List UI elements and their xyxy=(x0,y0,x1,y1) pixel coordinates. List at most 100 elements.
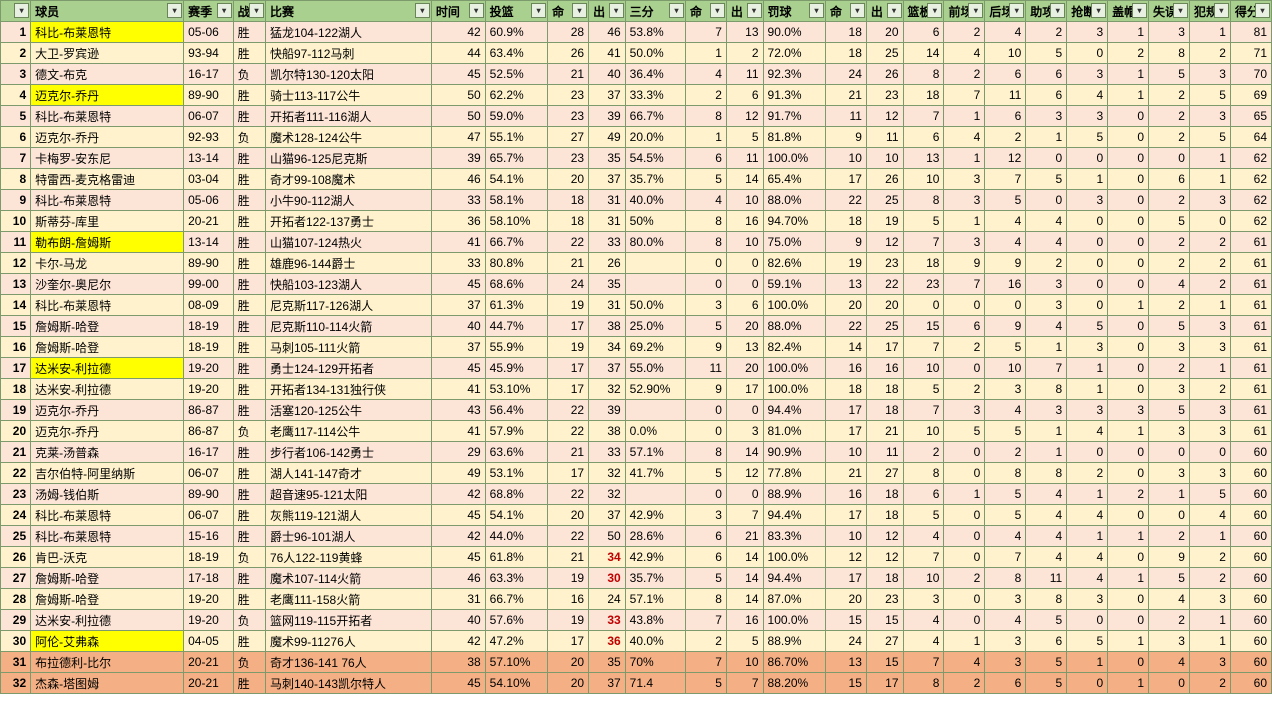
cell[interactable]: 胜 xyxy=(233,106,265,127)
cell[interactable]: 1 xyxy=(1108,673,1149,694)
cell[interactable]: 57.10% xyxy=(485,652,547,673)
cell[interactable]: 0 xyxy=(1108,610,1149,631)
cell[interactable]: 0.0% xyxy=(625,421,685,442)
cell[interactable]: 100.0% xyxy=(763,610,825,631)
cell[interactable]: 7 xyxy=(944,274,985,295)
col-header-9[interactable]: 三分▾ xyxy=(625,1,685,22)
cell[interactable]: 42 xyxy=(431,484,485,505)
cell[interactable]: 胜 xyxy=(233,85,265,106)
cell[interactable]: 3 xyxy=(985,589,1026,610)
cell[interactable]: 10 xyxy=(825,148,866,169)
cell[interactable]: 1 xyxy=(944,211,985,232)
cell[interactable]: 尼克斯110-114火箭 xyxy=(265,316,431,337)
cell[interactable]: 0 xyxy=(726,274,763,295)
table-row[interactable]: 8特雷西-麦克格雷迪03-04胜奇才99-108魔术4654.1%203735.… xyxy=(1,169,1272,190)
cell[interactable]: 1 xyxy=(1026,442,1067,463)
cell[interactable]: 16-17 xyxy=(184,442,234,463)
cell[interactable]: 4 xyxy=(685,64,726,85)
cell[interactable]: 7 xyxy=(903,337,944,358)
cell[interactable]: 4 xyxy=(944,652,985,673)
cell[interactable]: 7 xyxy=(985,169,1026,190)
cell[interactable]: 37 xyxy=(431,295,485,316)
cell[interactable]: 04-05 xyxy=(184,631,234,652)
cell[interactable]: 4 xyxy=(685,190,726,211)
cell[interactable]: 33.3% xyxy=(625,85,685,106)
cell[interactable]: 奇才136-141 76人 xyxy=(265,652,431,673)
cell[interactable]: 71.4 xyxy=(625,673,685,694)
cell[interactable]: 3 xyxy=(1149,337,1190,358)
cell[interactable]: 62.2% xyxy=(485,85,547,106)
cell[interactable]: 22 xyxy=(866,274,903,295)
cell[interactable]: 68.6% xyxy=(485,274,547,295)
cell[interactable]: 94.4% xyxy=(763,568,825,589)
cell[interactable]: 2 xyxy=(944,337,985,358)
cell[interactable]: 3 xyxy=(1067,400,1108,421)
cell[interactable]: 5 xyxy=(1189,484,1230,505)
cell[interactable]: 3 xyxy=(1149,463,1190,484)
cell[interactable]: 7 xyxy=(1026,358,1067,379)
cell[interactable]: 尼克斯117-126湖人 xyxy=(265,295,431,316)
cell[interactable]: 3 xyxy=(1149,631,1190,652)
table-row[interactable]: 28詹姆斯-哈登19-20胜老鹰111-158火箭3166.7%162457.1… xyxy=(1,589,1272,610)
cell[interactable]: 26 xyxy=(866,169,903,190)
cell[interactable]: 44 xyxy=(431,43,485,64)
cell[interactable]: 17 xyxy=(866,673,903,694)
cell[interactable]: 6 xyxy=(685,148,726,169)
cell[interactable]: 9 xyxy=(985,316,1026,337)
cell[interactable]: 70% xyxy=(625,652,685,673)
cell[interactable]: 10 xyxy=(726,652,763,673)
cell[interactable]: 6 xyxy=(944,316,985,337)
cell[interactable]: 34 xyxy=(589,337,626,358)
cell[interactable]: 5 xyxy=(985,505,1026,526)
cell[interactable]: 9 xyxy=(685,379,726,400)
cell[interactable]: 37 xyxy=(589,358,626,379)
cell[interactable]: 1 xyxy=(1189,148,1230,169)
cell[interactable]: 胜 xyxy=(233,400,265,421)
cell[interactable]: 8 xyxy=(985,568,1026,589)
cell[interactable]: 3 xyxy=(1149,379,1190,400)
cell[interactable]: 7 xyxy=(685,652,726,673)
cell[interactable]: 53.10% xyxy=(485,379,547,400)
cell[interactable]: 4 xyxy=(1,85,31,106)
cell[interactable]: 4 xyxy=(985,610,1026,631)
cell[interactable]: 35.7% xyxy=(625,568,685,589)
table-row[interactable]: 11勒布朗-詹姆斯13-14胜山猫107-124热火4166.7%223380.… xyxy=(1,232,1272,253)
cell[interactable]: 12 xyxy=(866,526,903,547)
cell[interactable]: 4 xyxy=(1189,505,1230,526)
cell[interactable]: 60 xyxy=(1230,568,1271,589)
cell[interactable]: 45 xyxy=(431,673,485,694)
cell[interactable]: 17 xyxy=(825,169,866,190)
cell[interactable]: 06-07 xyxy=(184,106,234,127)
cell[interactable]: 33 xyxy=(431,253,485,274)
cell[interactable]: 71 xyxy=(1230,43,1271,64)
cell[interactable]: 16 xyxy=(548,589,589,610)
cell[interactable]: 胜 xyxy=(233,190,265,211)
cell[interactable]: 21 xyxy=(1,442,31,463)
cell[interactable]: 31 xyxy=(1,652,31,673)
cell[interactable]: 52.5% xyxy=(485,64,547,85)
cell[interactable]: 35.7% xyxy=(625,169,685,190)
cell[interactable]: 23 xyxy=(548,148,589,169)
cell[interactable]: 58.1% xyxy=(485,190,547,211)
cell[interactable]: 37 xyxy=(589,169,626,190)
cell[interactable]: 13 xyxy=(903,148,944,169)
cell[interactable]: 11 xyxy=(685,358,726,379)
cell[interactable]: 30 xyxy=(589,568,626,589)
cell[interactable]: 06-07 xyxy=(184,505,234,526)
cell[interactable]: 12 xyxy=(866,547,903,568)
cell[interactable]: 50.0% xyxy=(625,43,685,64)
cell[interactable]: 42.9% xyxy=(625,505,685,526)
cell[interactable]: 20 xyxy=(548,505,589,526)
cell[interactable]: 湖人141-147奇才 xyxy=(265,463,431,484)
cell[interactable]: 开拓者111-116湖人 xyxy=(265,106,431,127)
table-row[interactable]: 21克莱-汤普森16-17胜步行者106-142勇士2963.6%213357.… xyxy=(1,442,1272,463)
cell[interactable]: 0 xyxy=(1067,43,1108,64)
cell[interactable]: 89-90 xyxy=(184,85,234,106)
cell[interactable]: 2 xyxy=(985,127,1026,148)
cell[interactable]: 4 xyxy=(1149,589,1190,610)
cell[interactable]: 18 xyxy=(548,190,589,211)
cell[interactable]: 80.0% xyxy=(625,232,685,253)
cell[interactable]: 36 xyxy=(431,211,485,232)
cell[interactable]: 2 xyxy=(944,568,985,589)
cell[interactable]: 57.1% xyxy=(625,442,685,463)
